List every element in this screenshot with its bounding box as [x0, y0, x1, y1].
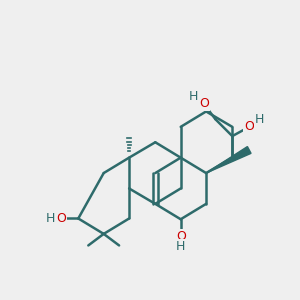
Text: H: H	[46, 212, 55, 225]
Text: O: O	[244, 120, 254, 134]
Text: H: H	[189, 90, 199, 103]
Text: O: O	[199, 97, 209, 110]
Text: O: O	[176, 230, 186, 243]
Polygon shape	[206, 147, 251, 173]
Text: H: H	[176, 240, 185, 253]
Text: H: H	[255, 113, 264, 126]
Text: O: O	[56, 212, 66, 225]
